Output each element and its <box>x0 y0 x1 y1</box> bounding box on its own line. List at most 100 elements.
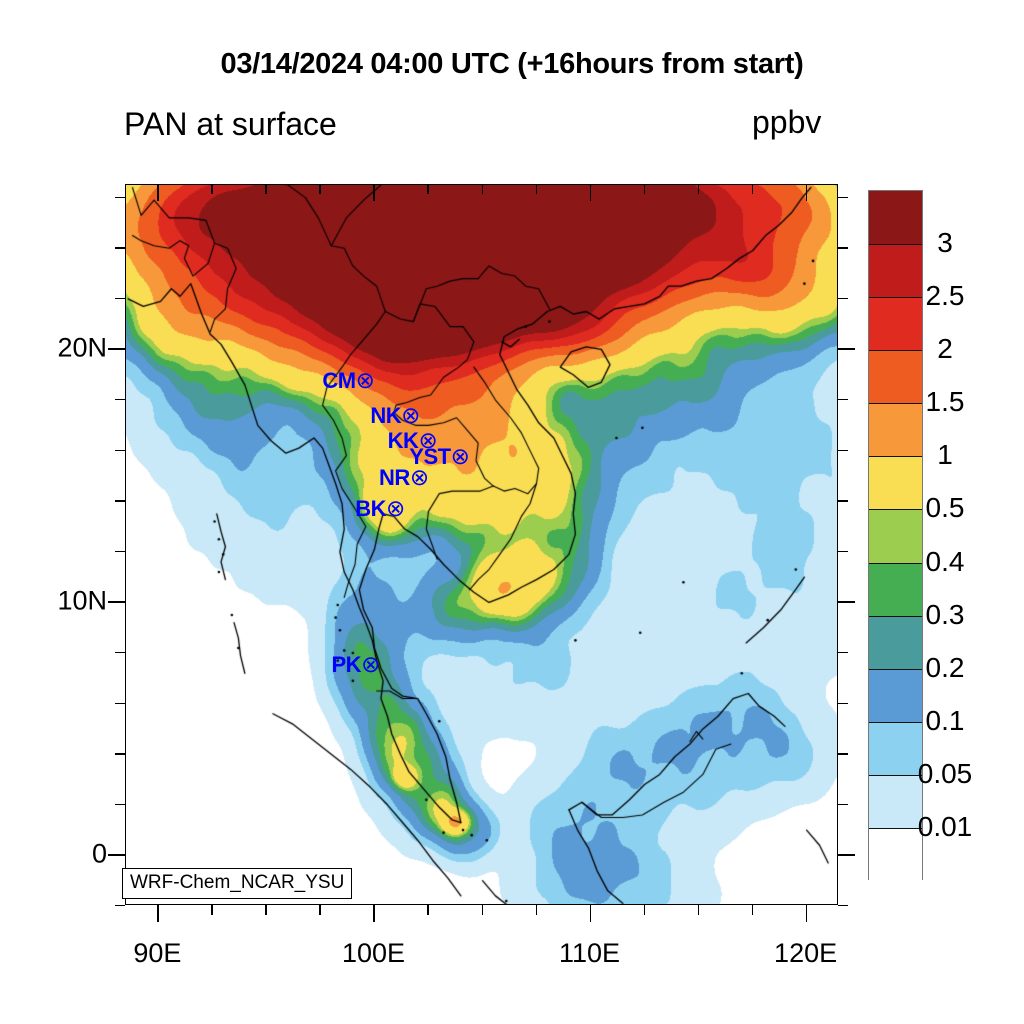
x-tick-105 <box>481 905 483 915</box>
pan-concentration-field <box>126 185 837 904</box>
x-tick-top-112.5 <box>643 184 645 194</box>
colorbar-label-0.01: 0.01 <box>917 810 973 842</box>
y-tick-right-22 <box>838 297 848 300</box>
colorbar-band-8 <box>869 615 922 669</box>
station-label-bk: BK <box>355 495 387 521</box>
colorbar-band-0 <box>869 191 922 245</box>
y-tick-18 <box>115 399 125 401</box>
station-cross-circle-icon: ⊗ <box>418 426 438 453</box>
y-tick-6 <box>115 702 125 704</box>
x-tick-top-100 <box>373 184 375 201</box>
colorbar-band-3 <box>869 350 922 404</box>
y-tick--2 <box>115 905 125 907</box>
y-tick-right-20 <box>838 348 855 350</box>
station-cross-circle-icon: ⊗ <box>386 494 405 521</box>
y-tick-right-18 <box>838 399 848 401</box>
y-tick-2 <box>115 803 125 806</box>
y-tick-right--2 <box>838 905 848 907</box>
station-marker-nk[interactable]: NK⊗ <box>370 401 420 428</box>
colorbar-label-0.5: 0.5 <box>925 492 965 524</box>
station-marker-kk[interactable]: KK⊗ <box>387 426 438 453</box>
y-tick-14 <box>115 500 125 502</box>
station-label-cm: CM <box>322 368 356 394</box>
y-tick-right-26 <box>838 196 848 198</box>
y-tick-right-2 <box>838 803 848 806</box>
x-tick-107.5 <box>535 905 537 915</box>
y-tick-12 <box>115 550 125 553</box>
colorbar-band-4 <box>869 403 922 457</box>
colorbar-band-7 <box>869 562 922 616</box>
x-tick-102.5 <box>427 905 429 915</box>
station-marker-yst[interactable]: YST⊗ <box>409 442 470 469</box>
x-tick-top-95 <box>265 184 267 194</box>
x-tick-top-120 <box>805 184 807 201</box>
y-tick-4 <box>115 753 125 755</box>
colorbar-label-0.2: 0.2 <box>925 651 965 683</box>
x-tick-97.5 <box>319 905 321 915</box>
station-cross-circle-icon: ⊗ <box>450 442 470 469</box>
x-tick-100 <box>373 905 375 922</box>
y-tick-right-8 <box>838 652 848 654</box>
y-tick-8 <box>115 652 125 654</box>
y-tick-22 <box>115 297 125 300</box>
colorbar-label-3: 3 <box>937 227 953 259</box>
units-label: ppbv <box>752 104 822 140</box>
colorbar-label-0.4: 0.4 <box>925 545 965 577</box>
colorbar-band-11 <box>869 774 922 828</box>
x-tick-top-102.5 <box>427 184 429 194</box>
station-label-pk: PK <box>331 652 362 678</box>
x-tick-top-107.5 <box>535 184 537 194</box>
y-tick-16 <box>115 449 125 451</box>
station-cross-circle-icon: ⊗ <box>401 401 420 428</box>
model-watermark: WRF-Chem_NCAR_YSU <box>122 868 353 899</box>
y-tick-right-12 <box>838 550 848 553</box>
x-tick-95 <box>265 905 267 915</box>
station-marker-pk[interactable]: PK⊗ <box>331 651 381 678</box>
x-tick-115 <box>697 905 699 915</box>
x-tick-top-97.5 <box>319 184 321 194</box>
colorbar-label-1: 1 <box>937 439 953 471</box>
y-tick-right-4 <box>838 753 848 755</box>
station-cross-circle-icon: ⊗ <box>361 651 380 678</box>
station-cross-circle-icon: ⊗ <box>409 464 429 491</box>
x-tick-top-90 <box>157 184 159 201</box>
station-marker-bk[interactable]: BK⊗ <box>355 494 405 521</box>
x-tick-top-110 <box>589 184 591 201</box>
colorbar-band-6 <box>869 509 922 563</box>
y-tick-right-0 <box>838 854 855 856</box>
x-tick-top-105 <box>481 184 483 194</box>
station-label-nr: NR <box>379 465 410 491</box>
y-axis-label-10N: 10N <box>57 585 107 616</box>
y-tick-26 <box>115 196 125 198</box>
x-tick-92.5 <box>211 905 213 915</box>
y-tick-24 <box>115 247 125 249</box>
x-tick-90 <box>157 905 159 922</box>
colorbar-label-2: 2 <box>937 333 953 365</box>
colorbar-band-1 <box>869 244 922 298</box>
station-cross-circle-icon: ⊗ <box>355 367 375 394</box>
y-tick-right-16 <box>838 449 848 451</box>
x-tick-top-115 <box>697 184 699 194</box>
y-tick-0 <box>108 854 125 856</box>
colorbar-band-5 <box>869 456 922 510</box>
figure-title: 03/14/2024 04:00 UTC (+16hours from star… <box>220 48 804 80</box>
station-label-nk: NK <box>370 402 402 428</box>
x-axis-label-90E: 90E <box>133 938 182 968</box>
x-tick-112.5 <box>643 905 645 915</box>
colorbar-label-0.3: 0.3 <box>925 598 965 630</box>
x-tick-110 <box>589 905 591 922</box>
colorbar-label-2.5: 2.5 <box>925 280 965 312</box>
colorbar-label-1.5: 1.5 <box>925 386 965 418</box>
colorbar-band-9 <box>869 668 922 722</box>
station-label-kk: KK <box>387 427 419 453</box>
y-tick-right-14 <box>838 500 848 502</box>
x-tick-120 <box>805 905 807 922</box>
colorbar-band-10 <box>869 721 922 775</box>
y-tick-10 <box>108 601 125 603</box>
x-axis-label-120E: 120E <box>774 938 838 968</box>
station-marker-cm[interactable]: CM⊗ <box>322 369 374 392</box>
y-tick-right-10 <box>838 601 855 603</box>
x-tick-top-117.5 <box>751 184 753 194</box>
station-marker-nr[interactable]: NR⊗ <box>379 466 429 489</box>
